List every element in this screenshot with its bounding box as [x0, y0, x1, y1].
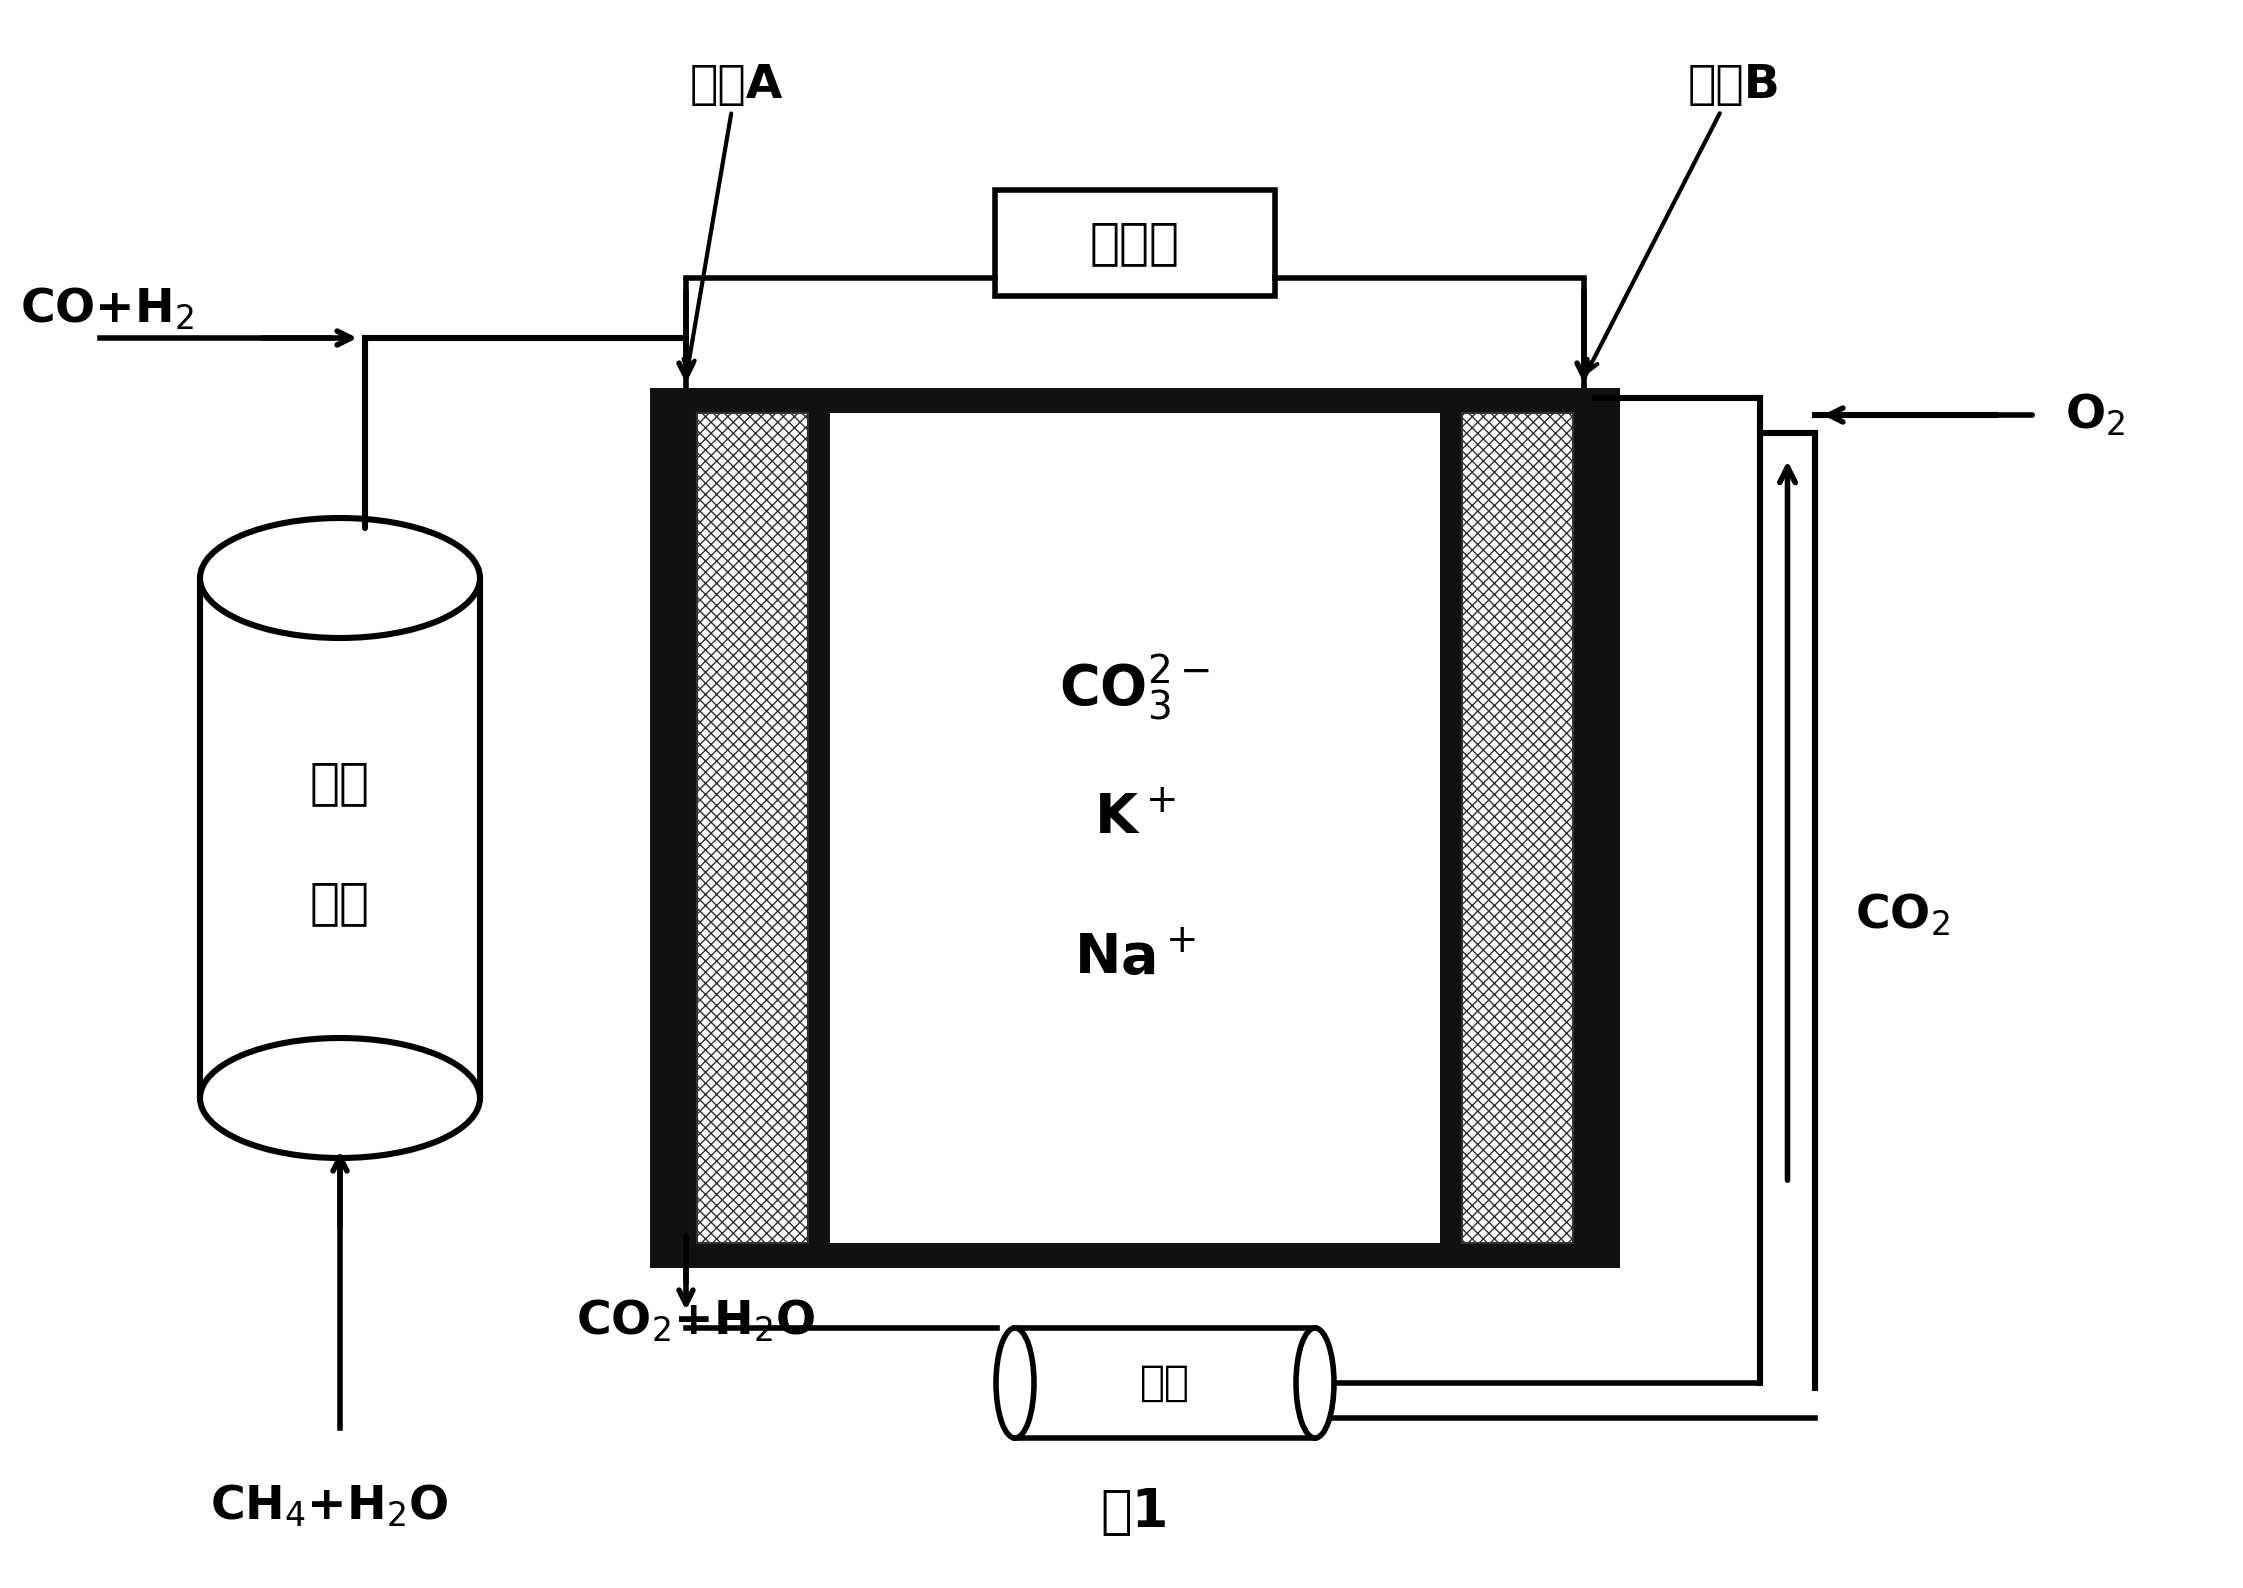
Text: 脱水: 脱水 [1139, 1363, 1191, 1404]
Bar [830, 413, 1440, 1243]
Text: 催化: 催化 [310, 759, 370, 807]
Text: CH$_4$+H$_2$O: CH$_4$+H$_2$O [211, 1483, 449, 1529]
Bar [1440, 413, 1462, 1243]
Ellipse shape [200, 1039, 480, 1158]
Ellipse shape [996, 1328, 1034, 1439]
Text: 重整: 重整 [310, 880, 370, 927]
Ellipse shape [1296, 1328, 1335, 1439]
Bar [996, 191, 1274, 295]
Bar [698, 413, 807, 1243]
Text: 图1: 图1 [1101, 1486, 1169, 1539]
Text: CO$_2$: CO$_2$ [1855, 892, 1949, 939]
Text: Na$^+$: Na$^+$ [1074, 931, 1196, 985]
Text: 用电器: 用电器 [1090, 219, 1180, 267]
Text: K$^+$: K$^+$ [1095, 791, 1175, 845]
Text: O$_2$: O$_2$ [2066, 392, 2124, 438]
Ellipse shape [200, 518, 480, 638]
Bar [200, 578, 480, 1097]
Bar [675, 413, 698, 1243]
Text: CO+H$_2$: CO+H$_2$ [20, 286, 195, 333]
Text: 电极A: 电极A [684, 64, 783, 370]
Text: CO$_3^{2-}$: CO$_3^{2-}$ [1059, 653, 1211, 723]
Bar [1572, 413, 1595, 1243]
Bar [1462, 413, 1572, 1243]
Bar [650, 387, 1619, 1267]
Text: 电极B: 电极B [1588, 64, 1781, 372]
Text: CO$_2$+H$_2$O: CO$_2$+H$_2$O [576, 1297, 816, 1345]
Bar [807, 413, 830, 1243]
Bar [1016, 1328, 1314, 1439]
